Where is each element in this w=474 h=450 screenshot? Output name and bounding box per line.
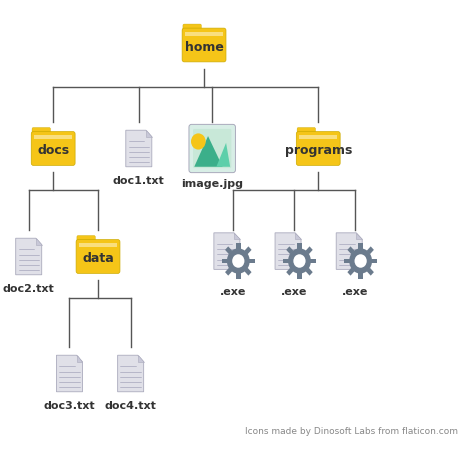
Polygon shape xyxy=(245,268,252,276)
Polygon shape xyxy=(216,143,230,167)
Circle shape xyxy=(191,133,206,149)
Circle shape xyxy=(349,248,372,274)
Polygon shape xyxy=(126,130,152,167)
FancyBboxPatch shape xyxy=(185,32,223,36)
Text: home: home xyxy=(184,41,223,54)
Text: image.jpg: image.jpg xyxy=(181,179,243,189)
FancyBboxPatch shape xyxy=(31,131,75,166)
Polygon shape xyxy=(295,233,301,239)
Text: docs: docs xyxy=(37,144,69,157)
Polygon shape xyxy=(236,273,240,279)
FancyBboxPatch shape xyxy=(34,135,72,139)
Polygon shape xyxy=(118,355,144,392)
Polygon shape xyxy=(56,355,82,392)
Circle shape xyxy=(232,254,245,268)
Text: Icons made by Dinosoft Labs from flaticon.com: Icons made by Dinosoft Labs from flatico… xyxy=(245,428,458,436)
Polygon shape xyxy=(310,258,316,264)
Polygon shape xyxy=(356,233,362,239)
Polygon shape xyxy=(306,268,313,276)
Circle shape xyxy=(355,254,367,268)
Polygon shape xyxy=(225,268,232,276)
Polygon shape xyxy=(286,246,293,254)
Polygon shape xyxy=(36,238,42,245)
Text: data: data xyxy=(82,252,114,265)
Polygon shape xyxy=(236,243,240,249)
Text: programs: programs xyxy=(284,144,352,157)
FancyBboxPatch shape xyxy=(189,124,236,173)
Polygon shape xyxy=(16,238,42,275)
Polygon shape xyxy=(138,355,144,362)
FancyBboxPatch shape xyxy=(77,236,95,244)
Text: doc2.txt: doc2.txt xyxy=(3,284,55,294)
Polygon shape xyxy=(367,268,374,276)
Polygon shape xyxy=(225,246,232,254)
Polygon shape xyxy=(367,246,374,254)
Circle shape xyxy=(288,248,311,274)
Polygon shape xyxy=(222,258,228,264)
Text: doc4.txt: doc4.txt xyxy=(105,401,156,411)
Text: doc1.txt: doc1.txt xyxy=(113,176,164,186)
FancyBboxPatch shape xyxy=(182,28,226,62)
Polygon shape xyxy=(336,233,362,270)
Text: .exe: .exe xyxy=(342,287,368,297)
Polygon shape xyxy=(347,246,355,254)
FancyBboxPatch shape xyxy=(32,128,50,136)
FancyBboxPatch shape xyxy=(296,131,340,166)
Polygon shape xyxy=(297,243,302,249)
Polygon shape xyxy=(344,258,350,264)
FancyBboxPatch shape xyxy=(183,24,201,33)
Polygon shape xyxy=(358,243,363,249)
Text: .exe: .exe xyxy=(281,287,307,297)
Circle shape xyxy=(227,248,250,274)
Polygon shape xyxy=(297,273,302,279)
FancyBboxPatch shape xyxy=(299,135,337,139)
Polygon shape xyxy=(234,233,240,239)
Polygon shape xyxy=(358,273,363,279)
Polygon shape xyxy=(194,136,223,167)
FancyBboxPatch shape xyxy=(79,243,117,247)
Circle shape xyxy=(293,254,306,268)
FancyBboxPatch shape xyxy=(76,239,120,274)
Polygon shape xyxy=(283,258,289,264)
Polygon shape xyxy=(347,268,355,276)
Polygon shape xyxy=(275,233,301,270)
FancyBboxPatch shape xyxy=(193,129,231,168)
Polygon shape xyxy=(286,268,293,276)
Polygon shape xyxy=(146,130,152,137)
Polygon shape xyxy=(249,258,255,264)
Polygon shape xyxy=(372,258,377,264)
FancyBboxPatch shape xyxy=(297,128,316,136)
Polygon shape xyxy=(306,246,313,254)
Polygon shape xyxy=(77,355,82,362)
Polygon shape xyxy=(245,246,252,254)
Text: doc3.txt: doc3.txt xyxy=(44,401,95,411)
Polygon shape xyxy=(214,233,240,270)
Text: .exe: .exe xyxy=(219,287,246,297)
